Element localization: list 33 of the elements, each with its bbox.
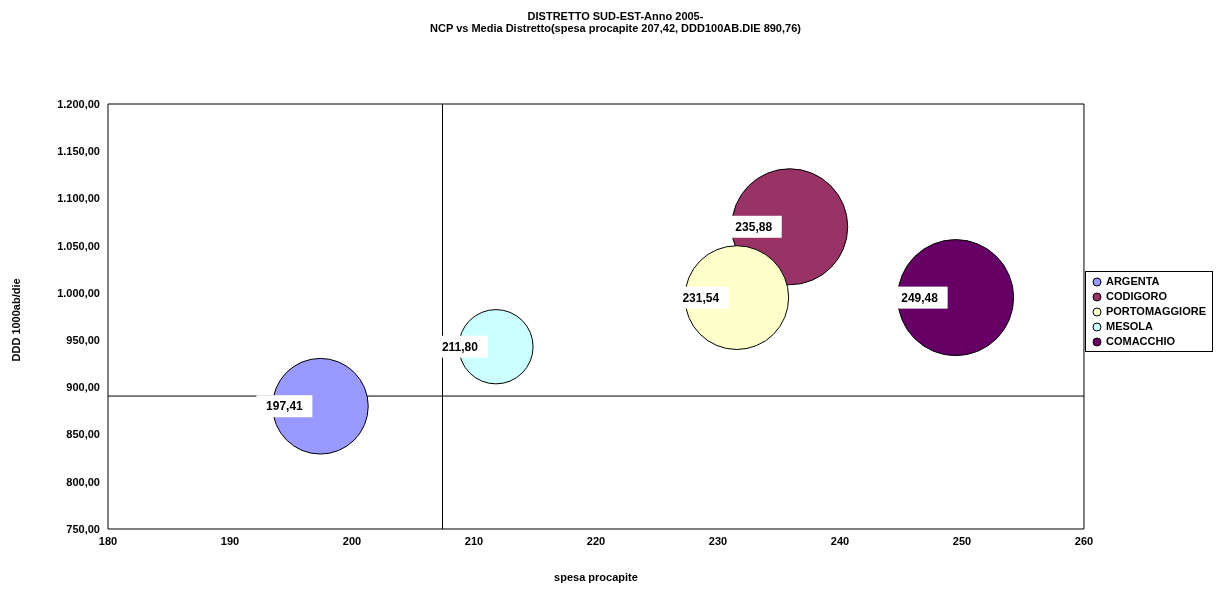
legend-label: CODIGORO [1105,289,1168,304]
y-tick-label: 750,00 [66,522,100,535]
annotation: 211,80 [441,339,479,354]
x-tick-label: 200 [342,534,362,547]
y-tick-label: 1.150,00 [57,145,100,158]
x-tick-label: 220 [586,534,606,547]
y-tick-label: 800,00 [66,475,100,488]
annotation: 231,54 [682,290,720,305]
legend-label: MESOLA [1105,319,1154,334]
y-tick-label: 1.200,00 [57,97,100,110]
chart-title: DISTRETTO SUD-EST-Anno 2005- [526,10,705,22]
x-tick-label: 190 [220,534,240,547]
annotation: 249,48 [901,290,939,305]
y-tick-label: 900,00 [66,381,100,394]
x-tick-label: 210 [464,534,484,547]
y-tick-label: 1.100,00 [57,192,100,205]
x-tick-label: 260 [1074,534,1094,547]
y-tick-label: 850,00 [66,428,100,441]
y-axis-title: DDD 1000ab/die [9,278,22,362]
y-tick-label: 1.000,00 [57,286,100,299]
legend-label: COMACCHIO [1105,334,1176,349]
annotation: 235,88 [735,219,773,234]
x-tick-label: 230 [708,534,728,547]
y-tick-label: 950,00 [66,334,100,347]
x-axis-title: spesa procapite [554,571,638,583]
annotation: 197,41 [266,399,304,414]
y-tick-label: 1.050,00 [57,239,100,252]
x-tick-label: 250 [952,534,972,547]
x-tick-label: 180 [98,534,118,547]
x-tick-label: 240 [830,534,850,547]
legend-label: PORTOMAGGIORE [1105,304,1206,319]
legend-label: ARGENTA [1105,274,1160,289]
chart-subtitle: NCP vs Media Distretto(spesa procapite 207,42, DDD100AB.DIE 890,76) [429,22,802,34]
